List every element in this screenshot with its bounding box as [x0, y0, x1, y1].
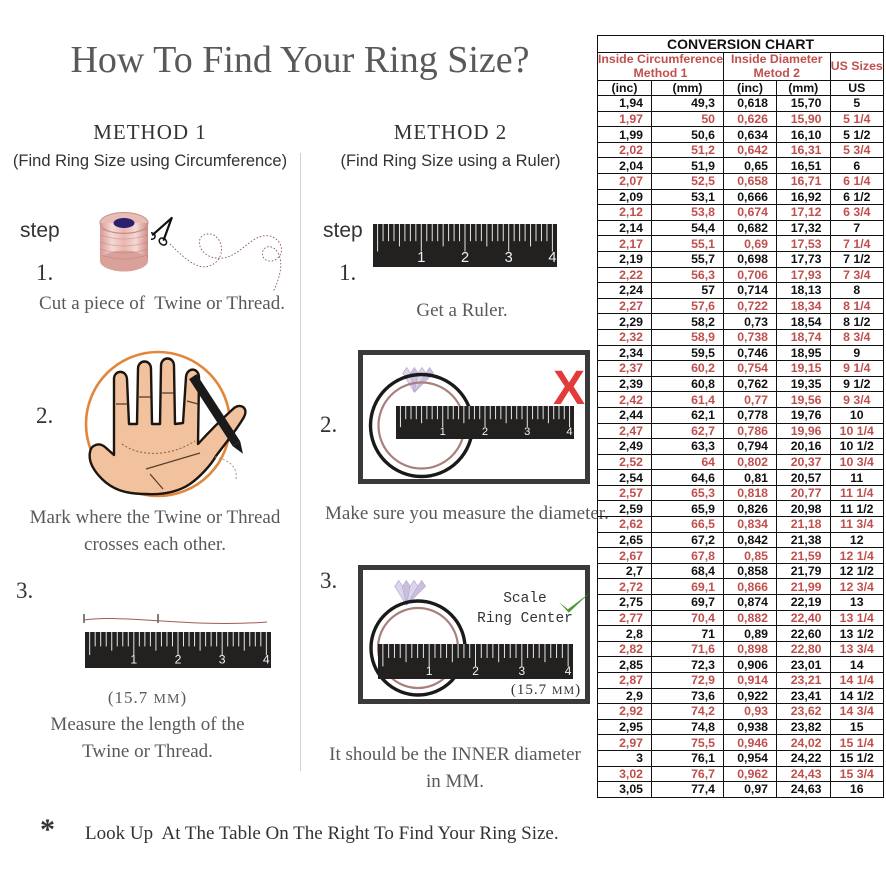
- svg-text:4: 4: [566, 426, 572, 438]
- svg-text:1: 1: [426, 664, 433, 678]
- svg-text:3: 3: [524, 426, 530, 438]
- svg-text:1: 1: [440, 426, 446, 438]
- svg-text:3: 3: [518, 664, 525, 678]
- svg-text:3: 3: [219, 653, 226, 667]
- svg-text:2: 2: [461, 250, 469, 266]
- svg-text:4: 4: [548, 250, 556, 266]
- svg-text:1: 1: [417, 250, 425, 266]
- svg-text:4: 4: [565, 664, 572, 678]
- svg-text:1: 1: [130, 653, 137, 667]
- svg-text:3: 3: [505, 250, 513, 266]
- svg-text:4: 4: [263, 653, 270, 667]
- svg-text:2: 2: [175, 653, 182, 667]
- svg-text:2: 2: [472, 664, 479, 678]
- svg-text:2: 2: [482, 426, 488, 438]
